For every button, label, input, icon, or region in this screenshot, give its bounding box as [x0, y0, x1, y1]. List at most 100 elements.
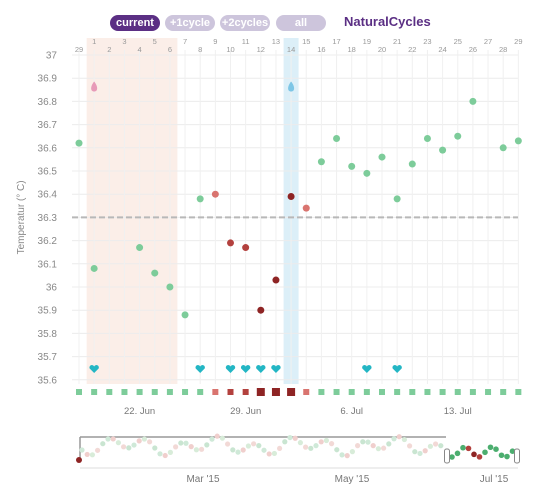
- cycle-toolbar: current +1cycle +2cycles all NaturalCycl…: [0, 12, 540, 34]
- overview-point: [482, 449, 488, 456]
- temperature-point[interactable]: [317, 158, 325, 166]
- day-status-square[interactable]: [454, 389, 461, 395]
- overview-month-label: Mar '15: [186, 474, 219, 485]
- overview-point: [401, 436, 407, 443]
- heart-icon: [195, 365, 205, 373]
- temperature-point[interactable]: [136, 244, 144, 252]
- day-status-square[interactable]: [121, 389, 128, 395]
- temperature-point[interactable]: [363, 169, 371, 177]
- day-status-square[interactable]: [348, 389, 355, 395]
- overview-point: [84, 451, 90, 458]
- temperature-point[interactable]: [348, 162, 356, 170]
- overview-point: [391, 436, 397, 442]
- temperature-point[interactable]: [151, 269, 159, 277]
- temperature-point[interactable]: [242, 244, 250, 252]
- day-number-label: 29: [514, 37, 522, 46]
- day-number-label: 26: [469, 45, 477, 54]
- temperature-point[interactable]: [166, 283, 174, 291]
- temperature-point[interactable]: [423, 135, 431, 143]
- tab-plus-1-cycle[interactable]: +1cycle: [165, 15, 215, 31]
- temperature-point[interactable]: [378, 153, 386, 161]
- day-status-square[interactable]: [303, 389, 310, 395]
- day-status-square[interactable]: [409, 389, 416, 395]
- temperature-point[interactable]: [439, 146, 447, 154]
- tab-all[interactable]: all: [276, 15, 326, 31]
- brand-name: NaturalCycles: [344, 14, 431, 29]
- day-status-square[interactable]: [106, 389, 113, 395]
- temperature-point[interactable]: [75, 139, 83, 147]
- temperature-point[interactable]: [272, 276, 280, 284]
- day-status-square[interactable]: [485, 389, 492, 395]
- day-status-square[interactable]: [318, 389, 325, 395]
- day-status-square[interactable]: [363, 389, 370, 395]
- day-status-square[interactable]: [197, 389, 204, 395]
- day-status-square[interactable]: [500, 389, 507, 395]
- day-status-square[interactable]: [91, 389, 98, 395]
- temperature-point[interactable]: [257, 306, 265, 314]
- day-status-square[interactable]: [166, 389, 173, 395]
- overview-point: [235, 449, 241, 455]
- overview-point: [487, 444, 494, 451]
- day-status-square[interactable]: [333, 389, 340, 395]
- day-status-square[interactable]: [271, 388, 280, 396]
- day-status-square[interactable]: [379, 389, 385, 395]
- day-status-square[interactable]: [439, 389, 446, 395]
- temperature-point[interactable]: [90, 264, 98, 272]
- day-status-square[interactable]: [256, 388, 265, 396]
- y-tick-label: 35.6: [38, 375, 58, 386]
- overview-handle[interactable]: [444, 448, 450, 464]
- overview-point: [365, 439, 371, 445]
- day-status-square[interactable]: [151, 389, 158, 395]
- tab-current[interactable]: current: [110, 15, 160, 31]
- overview-handle[interactable]: [514, 448, 520, 464]
- day-status-square[interactable]: [394, 389, 401, 395]
- temperature-point[interactable]: [514, 137, 522, 145]
- overview-point: [162, 452, 168, 459]
- y-tick-label: 36.8: [38, 97, 58, 108]
- overview-point: [126, 445, 132, 451]
- overview-point: [498, 452, 505, 459]
- heart-icon: [362, 365, 372, 373]
- temperature-point[interactable]: [454, 132, 462, 140]
- temperature-point[interactable]: [408, 160, 416, 168]
- day-number-label: 8: [198, 45, 202, 54]
- temperature-point[interactable]: [469, 97, 477, 105]
- overview-point: [277, 445, 283, 452]
- temperature-chart[interactable]: 3736.936.836.736.636.536.436.336.236.136…: [0, 36, 540, 496]
- day-status-square[interactable]: [136, 389, 143, 395]
- day-status-square[interactable]: [182, 389, 189, 395]
- tab-plus-2-cycles[interactable]: +2cycles: [220, 15, 270, 31]
- y-tick-label: 36.1: [38, 259, 58, 270]
- day-status-square[interactable]: [424, 389, 431, 395]
- temperature-point[interactable]: [227, 239, 234, 247]
- day-status-square[interactable]: [242, 389, 249, 395]
- y-tick-label: 36.9: [38, 74, 58, 85]
- day-status-square[interactable]: [287, 388, 296, 396]
- overview-point: [183, 440, 189, 446]
- day-number-label: 7: [183, 37, 187, 46]
- overview-point: [152, 445, 158, 451]
- day-status-square[interactable]: [227, 389, 234, 395]
- temperature-point[interactable]: [333, 135, 341, 143]
- temperature-point[interactable]: [302, 204, 310, 212]
- day-number-label: 6: [168, 45, 172, 54]
- x-date-label: 6. Jul: [340, 406, 363, 417]
- temperature-point[interactable]: [287, 193, 295, 201]
- temperature-point[interactable]: [181, 311, 189, 319]
- overview-point: [225, 441, 231, 447]
- y-tick-label: 36.7: [38, 120, 58, 131]
- day-status-square[interactable]: [515, 389, 522, 395]
- temperature-point[interactable]: [393, 195, 401, 203]
- day-status-square[interactable]: [76, 389, 82, 395]
- day-number-label: 25: [454, 37, 462, 46]
- temperature-point[interactable]: [211, 190, 219, 198]
- day-number-label: 21: [393, 37, 401, 46]
- temperature-point[interactable]: [196, 195, 204, 203]
- overview-point: [504, 453, 510, 460]
- temperature-point[interactable]: [499, 144, 507, 152]
- overview-point: [375, 446, 381, 452]
- day-status-square[interactable]: [469, 389, 476, 395]
- day-status-square[interactable]: [212, 389, 219, 395]
- day-number-label: 19: [363, 37, 371, 46]
- overview-point: [261, 447, 267, 453]
